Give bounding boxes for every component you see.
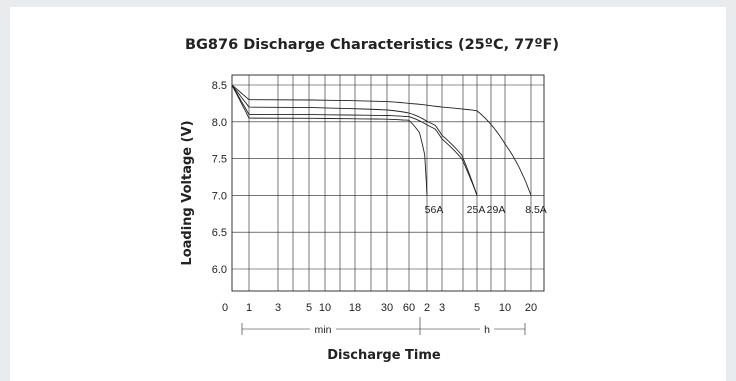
chart-title: BG876 Discharge Characteristics (25ºC, 7…	[185, 37, 559, 53]
discharge-curve-25a	[231, 84, 478, 196]
y-tick-label: 6.5	[212, 227, 227, 239]
discharge-curve-56a	[231, 84, 428, 196]
x-tick-label: 2	[424, 302, 430, 314]
x-tick-label: 1	[246, 302, 252, 314]
x-tick-label: 10	[319, 302, 331, 314]
x-axis-title: Discharge Time	[327, 348, 441, 363]
x-tick-label: 3	[275, 302, 281, 314]
y-tick-label: 7.5	[212, 154, 227, 166]
y-tick-label: 8.0	[212, 117, 227, 129]
y-axis-title: Loading Voltage (V)	[180, 120, 195, 265]
y-tick-label: 7.0	[212, 190, 227, 202]
curve-label-25a: 25A	[467, 204, 486, 216]
x-tick-label: 5	[474, 302, 480, 314]
min-unit-label: min	[315, 324, 332, 336]
plot-frame	[231, 74, 545, 292]
discharge-curve-29a	[231, 84, 478, 196]
curve-label-8-5a: 8.5A	[525, 204, 547, 216]
x-zero-label: 0	[222, 302, 228, 314]
x-tick-label: 20	[525, 302, 537, 314]
x-tick-label: 5	[306, 302, 312, 314]
y-tick-label: 8.5	[212, 80, 227, 92]
x-tick-label: 3	[439, 302, 445, 314]
x-tick-label: 18	[349, 302, 361, 314]
x-tick-label: 30	[381, 302, 393, 314]
chart-card: BG876 Discharge Characteristics (25ºC, 7…	[10, 7, 726, 381]
h-unit-label: h	[484, 324, 490, 336]
curve-label-56a: 56A	[425, 204, 444, 216]
discharge-chart: BG876 Discharge Characteristics (25ºC, 7…	[180, 37, 559, 363]
x-tick-label: 10	[499, 302, 511, 314]
discharge-curve-8-5a	[231, 84, 532, 196]
x-tick-label: 60	[403, 302, 415, 314]
curve-label-29a: 29A	[487, 204, 506, 216]
y-tick-label: 6.0	[212, 264, 227, 276]
